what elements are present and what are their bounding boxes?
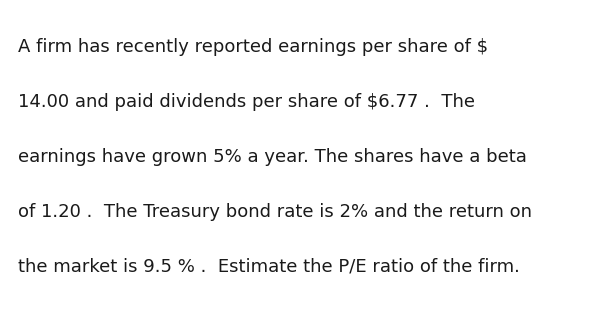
Text: of 1.20 .  The Treasury bond rate is 2% and the return on: of 1.20 . The Treasury bond rate is 2% a… (18, 203, 532, 220)
Text: 14.00 and paid dividends per share of $6.77 .  The: 14.00 and paid dividends per share of $6… (18, 93, 476, 111)
Text: earnings have grown 5% a year. The shares have a beta: earnings have grown 5% a year. The share… (18, 148, 527, 165)
Text: the market is 9.5 % .  Estimate the P/E ratio of the firm.: the market is 9.5 % . Estimate the P/E r… (18, 257, 521, 275)
Text: A firm has recently reported earnings per share of $: A firm has recently reported earnings pe… (18, 38, 488, 56)
